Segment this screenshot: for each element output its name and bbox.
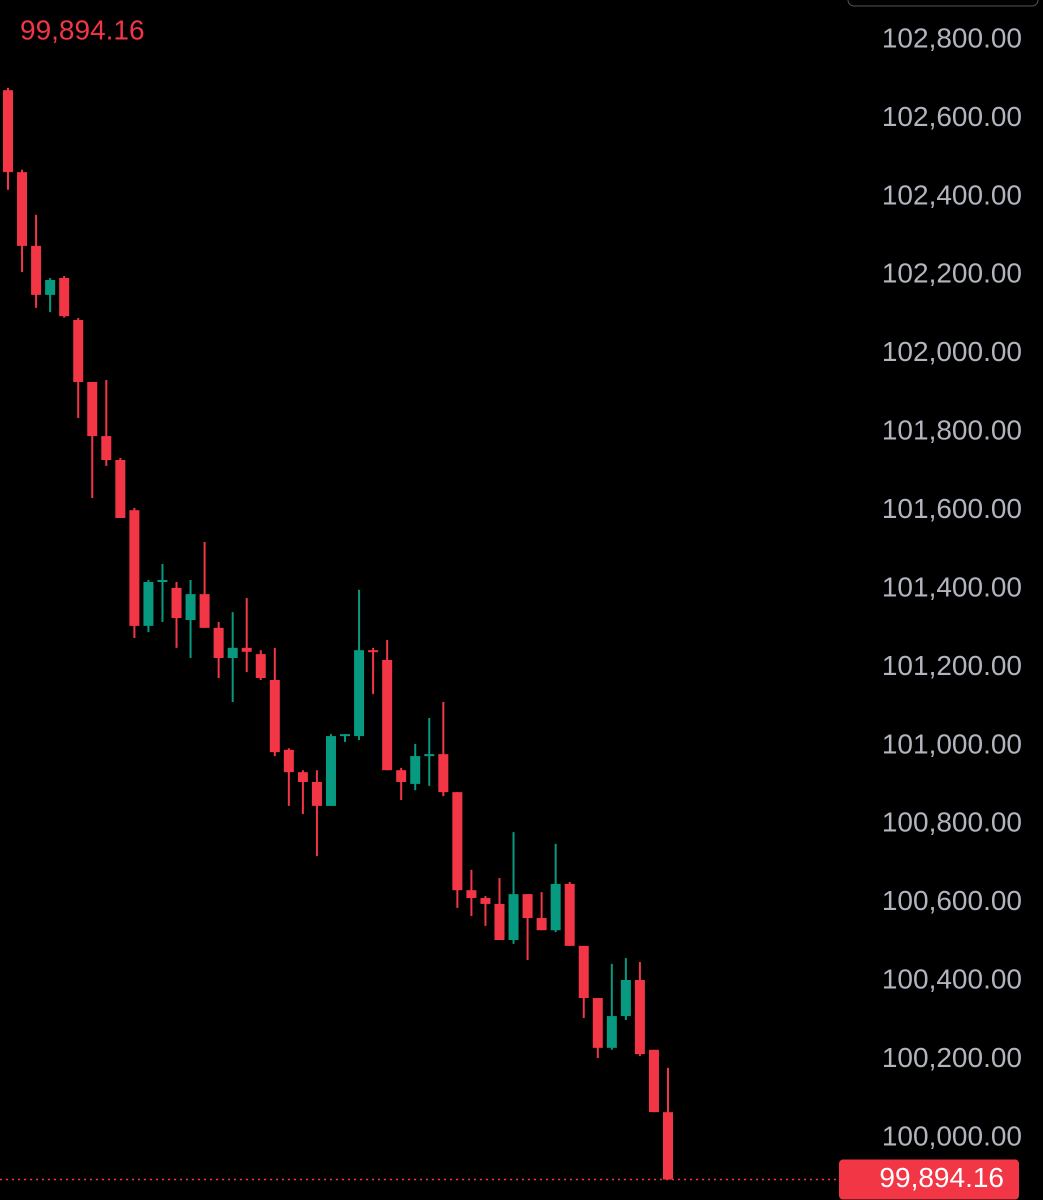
candle-body (354, 650, 365, 737)
candle-body (578, 945, 589, 999)
candle-body (325, 736, 336, 806)
candle-body (606, 1016, 617, 1048)
candle-body (17, 172, 28, 246)
candle-body (269, 680, 280, 753)
candle-body (227, 647, 238, 659)
y-tick-label: 100,800.00 (882, 807, 1022, 838)
candle-body (480, 898, 491, 904)
candle-body (634, 980, 645, 1055)
candle-body (199, 594, 210, 628)
candle-body (592, 998, 603, 1048)
y-tick-label: 101,600.00 (882, 493, 1022, 524)
candle-body (297, 772, 308, 782)
y-tick-label: 101,200.00 (882, 650, 1022, 681)
candle-body (185, 594, 196, 620)
y-tick-label: 101,000.00 (882, 728, 1022, 759)
y-tick-label: 102,000.00 (882, 336, 1022, 367)
candle-body (466, 890, 477, 899)
candle-body (522, 894, 533, 919)
candle-body (143, 581, 154, 626)
candle-body (452, 792, 463, 891)
y-tick-label: 100,000.00 (882, 1120, 1022, 1151)
y-tick-label: 100,200.00 (882, 1042, 1022, 1073)
candle-body (410, 756, 421, 784)
candle-body (59, 278, 70, 317)
candle-body (171, 587, 182, 619)
candle-body (101, 436, 112, 460)
candle-body (255, 654, 266, 679)
y-tick-label: 102,600.00 (882, 101, 1022, 132)
candle-body (494, 903, 505, 940)
candle-body (438, 754, 449, 793)
candle-body (157, 580, 168, 582)
candle-body (283, 749, 294, 773)
toolbar-edge (847, 0, 1039, 7)
candle-body (424, 754, 435, 757)
y-tick-label: 100,400.00 (882, 964, 1022, 995)
candle-body (311, 781, 322, 806)
candle-body (620, 980, 631, 1017)
candle-body (648, 1049, 659, 1113)
y-tick-label: 102,200.00 (882, 258, 1022, 289)
candle-body (550, 883, 561, 931)
candle-body (340, 734, 351, 737)
y-tick-label: 102,400.00 (882, 179, 1022, 210)
last-price-tag-label: 99,894.16 (879, 1162, 1004, 1193)
candle-body (3, 90, 13, 173)
candle-body (87, 381, 98, 437)
candle-body (663, 1112, 673, 1180)
candle-body (241, 647, 252, 652)
candle-body (73, 320, 84, 382)
y-tick-label: 101,400.00 (882, 571, 1022, 602)
candle-body (31, 245, 42, 295)
candle-body (45, 280, 56, 295)
last-price-label: 99,894.16 (20, 14, 145, 45)
y-tick-label: 101,800.00 (882, 415, 1022, 446)
candle-body (213, 627, 224, 659)
candle-body (508, 894, 519, 940)
last-price-tag (839, 1159, 1019, 1200)
y-tick-label: 102,800.00 (882, 22, 1022, 53)
y-tick-label: 100,600.00 (882, 885, 1022, 916)
candle-body (536, 918, 547, 931)
candle-body (115, 460, 126, 519)
candle-body (368, 650, 379, 653)
candle-body (396, 770, 407, 782)
candle-body (382, 660, 393, 771)
candle-body (564, 883, 575, 946)
candle-body (129, 510, 140, 626)
